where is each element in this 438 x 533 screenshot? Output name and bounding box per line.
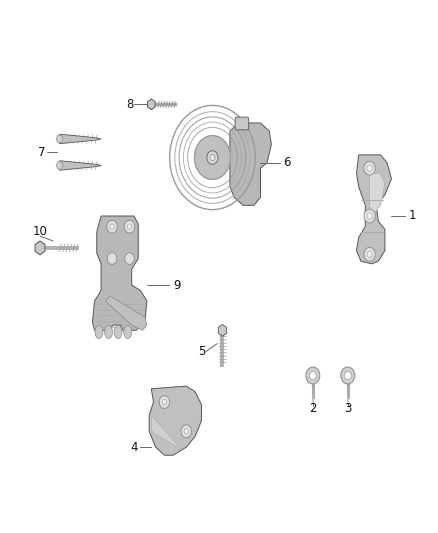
Text: 4: 4 bbox=[130, 441, 138, 454]
Polygon shape bbox=[148, 99, 155, 110]
Polygon shape bbox=[149, 386, 201, 455]
Polygon shape bbox=[357, 155, 392, 264]
Circle shape bbox=[181, 425, 191, 438]
Polygon shape bbox=[151, 415, 182, 450]
Circle shape bbox=[194, 135, 230, 180]
Circle shape bbox=[127, 224, 132, 229]
Text: 2: 2 bbox=[309, 402, 317, 415]
Text: 8: 8 bbox=[126, 98, 133, 111]
Polygon shape bbox=[56, 162, 63, 169]
Circle shape bbox=[367, 165, 372, 171]
Polygon shape bbox=[218, 325, 226, 336]
Circle shape bbox=[162, 399, 166, 405]
Circle shape bbox=[341, 367, 355, 384]
Ellipse shape bbox=[105, 325, 113, 338]
Circle shape bbox=[124, 220, 135, 233]
Circle shape bbox=[364, 247, 375, 261]
Text: 3: 3 bbox=[344, 402, 351, 415]
Text: 9: 9 bbox=[173, 279, 180, 292]
Ellipse shape bbox=[114, 325, 122, 338]
Text: 1: 1 bbox=[409, 209, 417, 222]
Circle shape bbox=[344, 371, 351, 379]
Polygon shape bbox=[60, 134, 101, 144]
Circle shape bbox=[159, 395, 170, 408]
Circle shape bbox=[107, 220, 117, 233]
Text: 7: 7 bbox=[39, 146, 46, 159]
Ellipse shape bbox=[124, 325, 132, 338]
Circle shape bbox=[207, 151, 218, 164]
FancyBboxPatch shape bbox=[235, 117, 249, 130]
Polygon shape bbox=[60, 161, 101, 170]
Polygon shape bbox=[106, 296, 147, 330]
Circle shape bbox=[107, 253, 117, 264]
Circle shape bbox=[125, 253, 134, 264]
Polygon shape bbox=[56, 135, 63, 143]
Polygon shape bbox=[35, 241, 45, 255]
Text: 10: 10 bbox=[32, 225, 47, 238]
Circle shape bbox=[367, 213, 372, 219]
Polygon shape bbox=[92, 216, 147, 330]
Text: 5: 5 bbox=[198, 345, 205, 358]
Circle shape bbox=[309, 371, 316, 379]
Circle shape bbox=[367, 251, 372, 257]
Ellipse shape bbox=[95, 325, 103, 338]
Polygon shape bbox=[230, 123, 272, 205]
Circle shape bbox=[110, 224, 114, 229]
Circle shape bbox=[184, 429, 188, 434]
Circle shape bbox=[306, 367, 320, 384]
Circle shape bbox=[364, 209, 375, 223]
Circle shape bbox=[210, 155, 215, 160]
Polygon shape bbox=[370, 173, 385, 216]
Circle shape bbox=[364, 161, 375, 175]
Text: 6: 6 bbox=[283, 156, 290, 169]
